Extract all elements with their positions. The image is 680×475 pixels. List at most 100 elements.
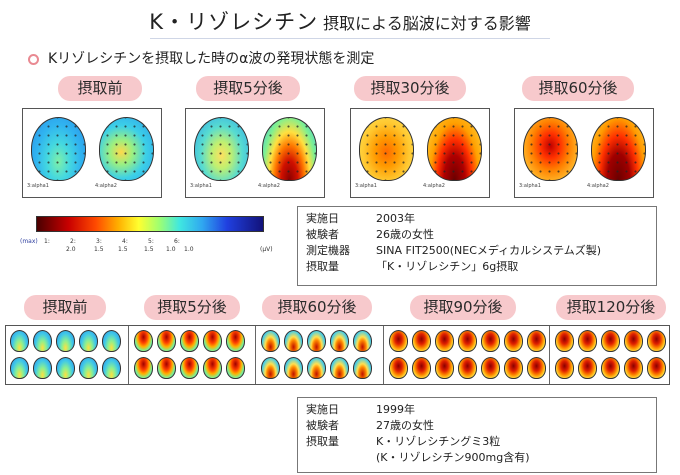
mini-head-map [601, 330, 620, 352]
info-key: 実施日 [306, 403, 339, 416]
head-map [359, 117, 414, 181]
label-30min: 摂取30分後 [354, 76, 466, 101]
divider [255, 326, 256, 384]
mini-head-map [578, 357, 597, 379]
info-box-2003: 実施日 2003年 被験者 26歳の女性 測定機器 SINA FIT2500(NECメ… [297, 206, 657, 286]
mini-head-map [307, 330, 326, 352]
info-row: 摂取量 K・リゾレシチングミ3粒 [306, 434, 648, 450]
scale-tick: 2: [70, 238, 76, 245]
scale-value: 1.0 [166, 246, 176, 253]
title-underline [150, 38, 550, 39]
info-value: 1999年 [376, 403, 415, 416]
label-5min: 摂取5分後 [196, 76, 300, 101]
mini-head-map [458, 357, 477, 379]
mini-head-map [353, 330, 372, 352]
label-before: 摂取前 [58, 76, 142, 101]
label-60min: 摂取60分後 [522, 76, 634, 101]
map-caption: 3:alpha1 [519, 183, 541, 189]
eeg-panel-60min: 3:alpha1 4:alpha2 [514, 108, 654, 198]
mini-head-map [504, 357, 523, 379]
eeg-panel-before: 3:alpha1 4:alpha2 [22, 108, 162, 198]
info-row: 実施日 1999年 [306, 402, 648, 418]
mini-head-map [33, 357, 52, 379]
mini-head-map [601, 357, 620, 379]
mini-head-map [261, 357, 280, 379]
info-box-1999: 実施日 1999年 被験者 27歳の女性 摂取量 K・リゾレシチングミ3粒 (K・リゾ… [297, 397, 657, 473]
mini-head-map [555, 330, 574, 352]
color-scale-bar [36, 216, 264, 232]
mini-head-map [79, 357, 98, 379]
scale-value: 1.5 [118, 246, 128, 253]
info-key: 摂取量 [306, 435, 339, 448]
head-map [194, 117, 249, 181]
label-60min-2: 摂取60分後 [262, 295, 372, 320]
page-title: K・リゾレシチン 摂取による脳波に対する影響 [0, 6, 680, 36]
mini-head-map [389, 330, 408, 352]
bullet-icon [28, 54, 39, 65]
mini-head-map [578, 330, 597, 352]
mini-head-map [527, 330, 546, 352]
scale-value: 1.5 [94, 246, 104, 253]
info-key: 被験者 [306, 228, 339, 241]
scale-tick: 6: [174, 238, 180, 245]
scale-unit: (μV) [260, 246, 273, 253]
map-caption: 4:alpha2 [258, 183, 280, 189]
mini-head-map [102, 357, 121, 379]
mini-head-map [624, 357, 643, 379]
mini-head-map [226, 330, 245, 352]
mini-head-map [504, 330, 523, 352]
mini-head-map [624, 330, 643, 352]
mini-head-map [435, 330, 454, 352]
scale-tick: 5: [148, 238, 154, 245]
mini-head-map [79, 330, 98, 352]
mini-head-map [203, 330, 222, 352]
mini-head-map [261, 330, 280, 352]
mini-head-map [10, 357, 29, 379]
label-90min-2: 摂取90分後 [410, 295, 516, 320]
mini-head-map [435, 357, 454, 379]
mini-head-map [330, 330, 349, 352]
mini-head-map [203, 357, 222, 379]
scale-value: 2.0 [66, 246, 76, 253]
mini-head-map [226, 357, 245, 379]
map-caption: 4:alpha2 [423, 183, 445, 189]
head-map [427, 117, 482, 181]
label-120min-2: 摂取120分後 [556, 295, 666, 320]
info-value: SINA FIT2500(NECメディカルシステムズ製) [376, 244, 602, 257]
label-5min-2: 摂取5分後 [144, 295, 240, 320]
mini-head-map [10, 330, 29, 352]
info-row: (K・リゾレシチン900mg含有) [306, 450, 648, 466]
mini-head-map [647, 357, 666, 379]
map-caption: 4:alpha2 [95, 183, 117, 189]
info-value: K・リゾレシチングミ3粒 [376, 435, 501, 448]
info-key: 実施日 [306, 212, 339, 225]
eeg-strip-1999 [5, 325, 670, 385]
divider [128, 326, 129, 384]
info-key: 摂取量 [306, 260, 339, 273]
divider [383, 326, 384, 384]
divider [549, 326, 550, 384]
map-caption: 3:alpha1 [27, 183, 49, 189]
scale-tick: 4: [122, 238, 128, 245]
map-caption: 4:alpha2 [587, 183, 609, 189]
scale-max-label: (max) [20, 238, 38, 245]
info-row: 被験者 26歳の女性 [306, 227, 648, 243]
map-caption: 3:alpha1 [355, 183, 377, 189]
mini-head-map [555, 357, 574, 379]
head-map [262, 117, 317, 181]
mini-head-map [481, 357, 500, 379]
info-key: 測定機器 [306, 244, 350, 257]
info-row: 被験者 27歳の女性 [306, 418, 648, 434]
scale-tick: 3: [96, 238, 102, 245]
mini-head-map [527, 357, 546, 379]
mini-head-map [353, 357, 372, 379]
info-value: 「K・リゾレシチン」6g摂取 [376, 260, 519, 273]
scale-tick: 1: [44, 238, 50, 245]
info-value: 2003年 [376, 212, 415, 225]
info-row: 実施日 2003年 [306, 211, 648, 227]
mini-head-map [481, 330, 500, 352]
mini-head-map [412, 357, 431, 379]
mini-head-map [180, 330, 199, 352]
mini-head-map [647, 330, 666, 352]
info-value: 27歳の女性 [376, 419, 434, 432]
